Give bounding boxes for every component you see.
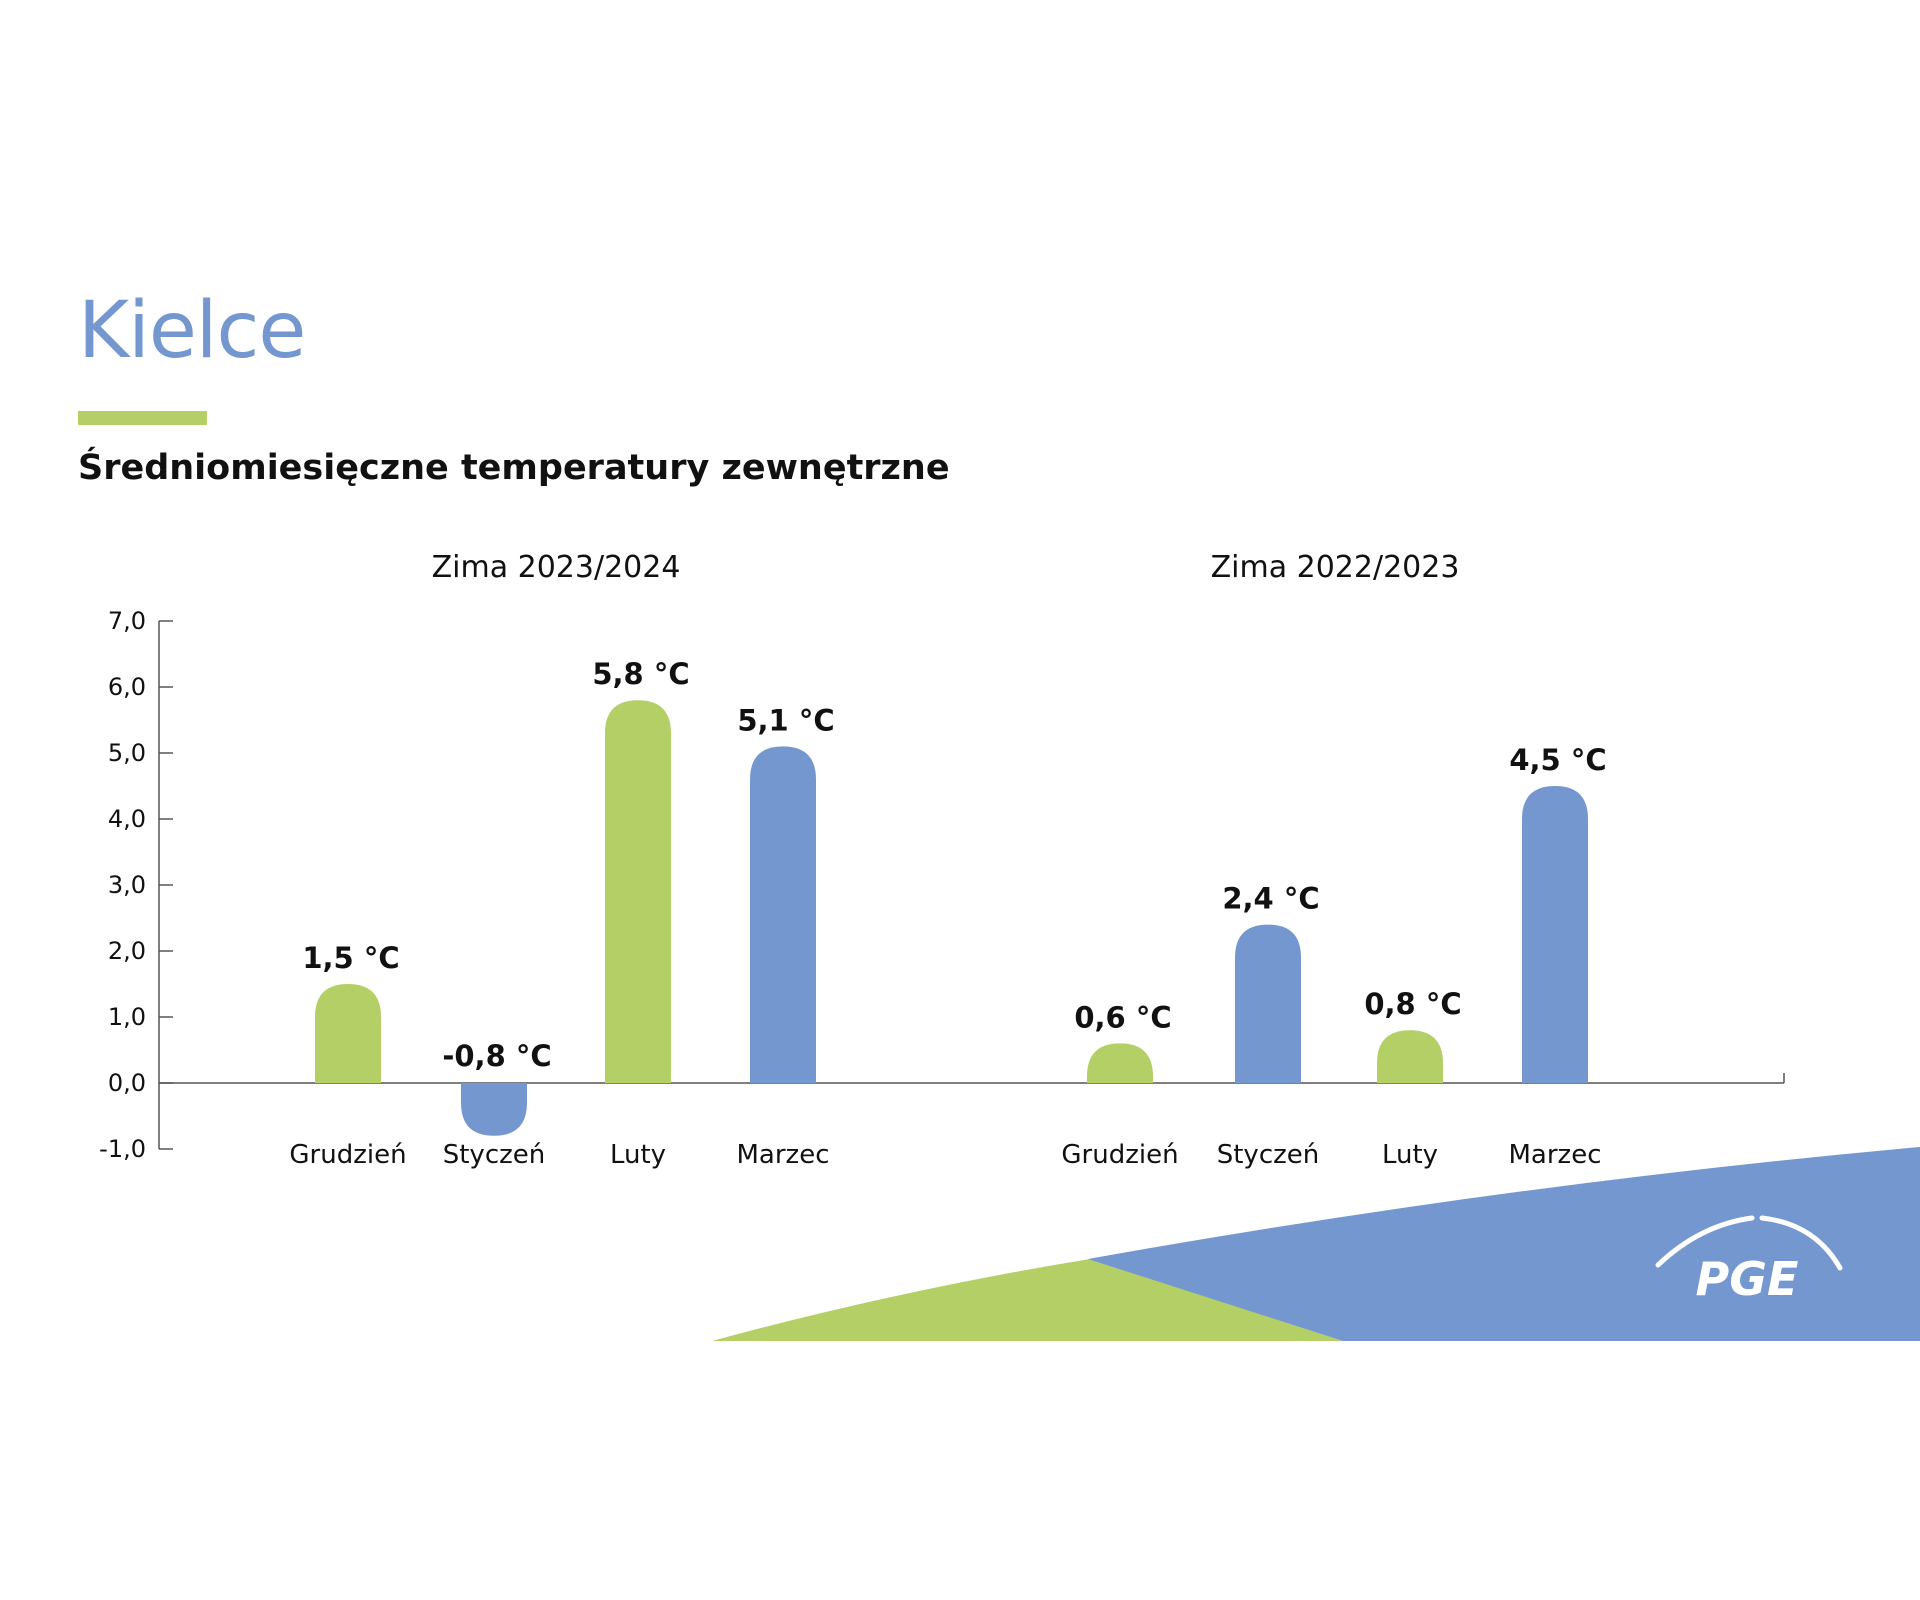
bar-value-label: 5,8 °C: [592, 657, 689, 691]
pge-logo: PGE: [1655, 1215, 1843, 1306]
y-tick-label: 1,0: [108, 1003, 146, 1031]
title-accent-bar: [78, 411, 207, 425]
bar: [1377, 1030, 1443, 1083]
category-label: Styczeń: [443, 1140, 546, 1170]
group-title: Zima 2023/2024: [432, 550, 681, 585]
bar: [315, 984, 381, 1083]
category-label: Luty: [610, 1140, 666, 1170]
bar-group: Zima 2023/2024 1,5 °C Grudzień -0,8 °C Stycz…: [289, 550, 834, 1170]
group-title: Zima 2022/2023: [1211, 550, 1460, 585]
y-tick-label: 2,0: [108, 937, 146, 965]
bar-value-label: 2,4 °C: [1222, 882, 1319, 916]
bar-value-label: 1,5 °C: [302, 941, 399, 975]
category-label: Grudzień: [1061, 1140, 1178, 1170]
pge-logo-text: PGE: [1696, 1252, 1799, 1306]
y-tick-label: 4,0: [108, 805, 146, 833]
y-tick-label: 7,0: [108, 607, 146, 635]
bar: [605, 700, 671, 1083]
pge-logo-arc-left: [1655, 1215, 1755, 1268]
pge-logo-arc-right: [1759, 1215, 1843, 1271]
bar: [461, 1083, 527, 1136]
y-tick-label: -1,0: [99, 1135, 146, 1163]
bar-value-label: 5,1 °C: [737, 703, 834, 737]
y-tick-label: 6,0: [108, 673, 146, 701]
chart-subtitle: Średniomiesięczne temperatury zewnętrzne: [78, 448, 950, 488]
category-label: Luty: [1382, 1140, 1438, 1170]
chart-axes: -1,0 0,0 1,0 2,0 3,0 4,0 5,0 6,0 7,0: [99, 607, 1785, 1163]
category-label: Marzec: [1509, 1140, 1602, 1170]
bar-value-label: 0,8 °C: [1364, 987, 1461, 1021]
page-title: Kielce: [78, 286, 306, 376]
footer-green-wave: [712, 1259, 1343, 1341]
bar-value-label: 4,5 °C: [1509, 743, 1606, 777]
category-label: Grudzień: [289, 1140, 406, 1170]
y-tick-label: 0,0: [108, 1069, 146, 1097]
chart-groups: Zima 2023/2024 1,5 °C Grudzień -0,8 °C Stycz…: [289, 550, 1606, 1170]
bar: [1235, 924, 1301, 1083]
footer-blue-wave: [1088, 1147, 1920, 1341]
bar: [750, 746, 816, 1083]
bar: [1087, 1043, 1153, 1083]
category-label: Marzec: [737, 1140, 830, 1170]
bar-value-label: 0,6 °C: [1074, 1000, 1171, 1034]
bar: [1522, 786, 1588, 1083]
bar-group: Zima 2022/2023 0,6 °C Grudzień 2,4 °C Stycze…: [1061, 550, 1606, 1170]
category-label: Styczeń: [1217, 1140, 1320, 1170]
y-tick-label: 5,0: [108, 739, 146, 767]
bar-value-label: -0,8 °C: [442, 1039, 551, 1073]
y-tick-label: 3,0: [108, 871, 146, 899]
